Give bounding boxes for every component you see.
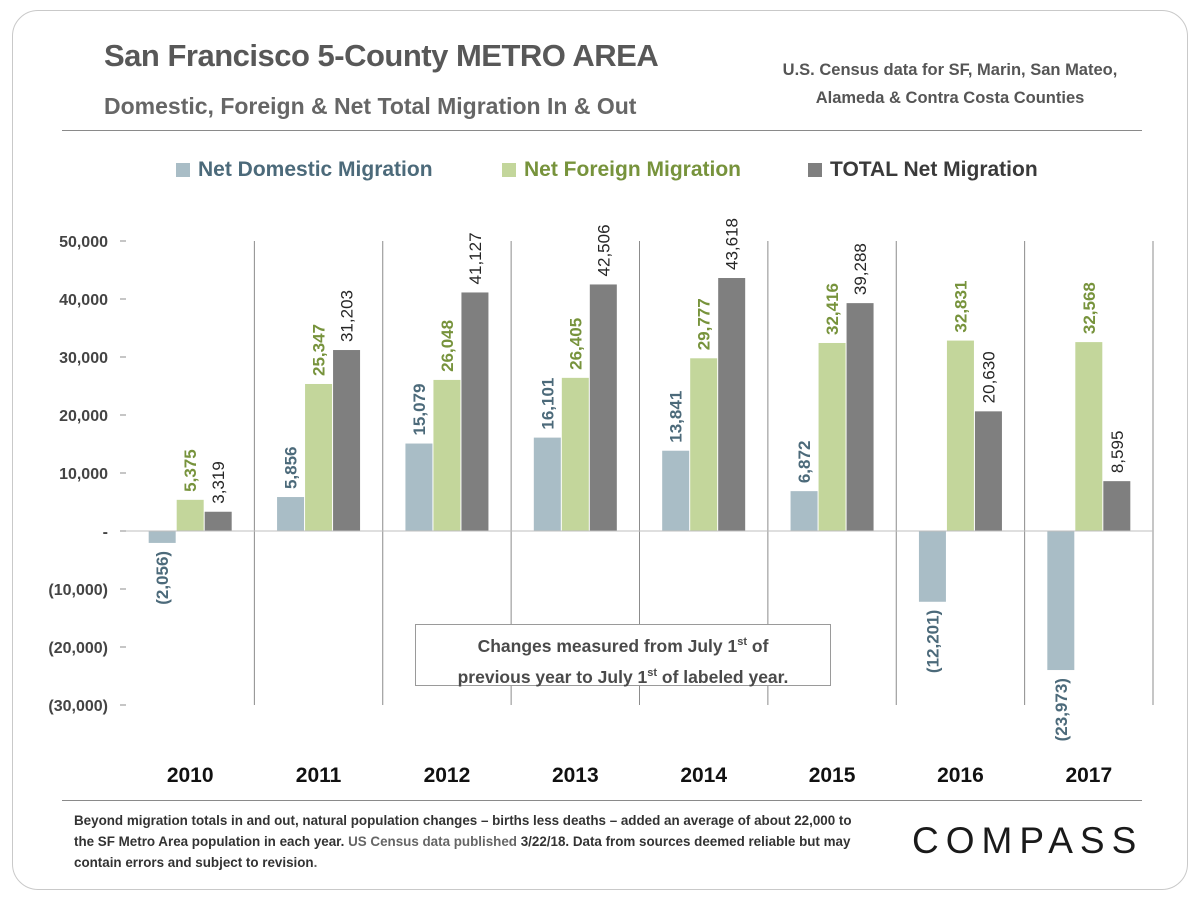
y-tick-label: 40,000 bbox=[59, 292, 108, 309]
data-label: 20,630 bbox=[979, 351, 998, 403]
x-tick-label: 2014 bbox=[680, 764, 727, 787]
legend-item-foreign: Net Foreign Migration bbox=[502, 158, 741, 182]
note-line-1: Changes measured from July 1st of bbox=[477, 635, 769, 656]
bar bbox=[974, 411, 1002, 531]
source-note: U.S. Census data for SF, Marin, San Mate… bbox=[740, 56, 1160, 112]
header-divider bbox=[62, 130, 1142, 131]
footer-text: Beyond migration totals in and out, natu… bbox=[74, 810, 864, 873]
x-tick-label: 2016 bbox=[937, 764, 984, 787]
bar bbox=[589, 284, 617, 531]
bar bbox=[946, 340, 974, 531]
bar bbox=[277, 497, 305, 531]
footer-light: US Census data published bbox=[344, 834, 517, 849]
data-label: 43,618 bbox=[723, 218, 742, 270]
data-label: 5,375 bbox=[181, 449, 200, 492]
bar bbox=[818, 342, 846, 531]
data-label: (23,973) bbox=[1052, 678, 1071, 741]
data-label: 16,101 bbox=[538, 378, 557, 430]
legend: Net Domestic Migration Net Foreign Migra… bbox=[0, 158, 1200, 188]
bar bbox=[561, 377, 589, 531]
x-tick-label: 2010 bbox=[167, 764, 214, 787]
data-label: 5,856 bbox=[282, 446, 301, 489]
data-label: 26,048 bbox=[438, 320, 457, 372]
y-tick-label: 30,000 bbox=[59, 350, 108, 367]
data-label: 3,319 bbox=[209, 461, 228, 504]
y-tick-label: 20,000 bbox=[59, 408, 108, 425]
legend-item-total: TOTAL Net Migration bbox=[808, 158, 1038, 182]
bar bbox=[333, 350, 361, 531]
y-tick-label: (30,000) bbox=[48, 698, 108, 715]
y-tick-label: (10,000) bbox=[48, 582, 108, 599]
data-label: 32,831 bbox=[951, 281, 970, 333]
data-label: 42,506 bbox=[594, 224, 613, 276]
chart-title: San Francisco 5-County METRO AREA bbox=[104, 38, 659, 73]
source-line-1: U.S. Census data for SF, Marin, San Mate… bbox=[782, 61, 1118, 79]
data-label: (12,201) bbox=[923, 610, 942, 673]
bar bbox=[176, 499, 204, 531]
legend-swatch-domestic bbox=[176, 163, 190, 177]
footer-light-2: . bbox=[313, 855, 318, 870]
footer-bold-2: 3/22/18. Data from sources deemed reliab… bbox=[74, 834, 851, 870]
data-label: 13,841 bbox=[667, 391, 686, 443]
data-label: 6,872 bbox=[795, 441, 814, 484]
data-label: 32,568 bbox=[1080, 282, 1099, 334]
bar bbox=[790, 491, 818, 531]
compass-logo: COMPASS bbox=[912, 820, 1144, 861]
bar bbox=[305, 383, 333, 531]
data-label: 26,405 bbox=[566, 318, 585, 370]
legend-item-domestic: Net Domestic Migration bbox=[176, 158, 433, 182]
y-tick-label: (20,000) bbox=[48, 640, 108, 657]
data-label: 15,079 bbox=[410, 384, 429, 436]
bar bbox=[718, 278, 746, 531]
footer-bold: Beyond migration totals in and out, natu… bbox=[74, 813, 852, 849]
data-label: 41,127 bbox=[466, 232, 485, 284]
data-label: 39,288 bbox=[851, 243, 870, 295]
bar bbox=[846, 303, 874, 531]
bar bbox=[148, 531, 176, 543]
bar bbox=[533, 437, 561, 531]
bar bbox=[461, 292, 489, 531]
legend-swatch-total bbox=[808, 163, 822, 177]
y-tick-label: - bbox=[103, 524, 108, 541]
footer-divider bbox=[62, 800, 1142, 801]
y-tick-label: 10,000 bbox=[59, 466, 108, 483]
legend-label-total: TOTAL Net Migration bbox=[830, 158, 1038, 181]
x-tick-label: 2012 bbox=[424, 764, 471, 787]
source-line-2: Alameda & Contra Costa Counties bbox=[815, 89, 1085, 107]
x-tick-label: 2013 bbox=[552, 764, 599, 787]
bar bbox=[1075, 342, 1103, 531]
legend-label-foreign: Net Foreign Migration bbox=[524, 158, 741, 181]
y-tick-label: 50,000 bbox=[59, 234, 108, 251]
bar bbox=[662, 450, 690, 531]
legend-label-domestic: Net Domestic Migration bbox=[198, 158, 433, 181]
bar bbox=[918, 531, 946, 602]
data-label: 31,203 bbox=[338, 290, 357, 342]
data-label: 32,416 bbox=[823, 283, 842, 335]
data-label: 8,595 bbox=[1108, 431, 1127, 474]
bar bbox=[405, 443, 433, 531]
measurement-note: Changes measured from July 1st of previo… bbox=[415, 624, 831, 687]
note-line-2: previous year to July 1st of labeled yea… bbox=[457, 666, 789, 687]
x-tick-label: 2011 bbox=[296, 764, 342, 787]
bar bbox=[1103, 481, 1131, 531]
chart-subtitle: Domestic, Foreign & Net Total Migration … bbox=[104, 93, 637, 119]
data-label: 29,777 bbox=[695, 298, 714, 350]
data-label: (2,056) bbox=[153, 551, 172, 605]
x-tick-label: 2015 bbox=[809, 764, 856, 787]
bar bbox=[433, 379, 461, 531]
x-tick-label: 2017 bbox=[1065, 764, 1112, 787]
bar bbox=[1047, 531, 1075, 671]
data-label: 25,347 bbox=[310, 324, 329, 376]
legend-swatch-foreign bbox=[502, 163, 516, 177]
bar bbox=[204, 511, 232, 531]
bar bbox=[690, 358, 718, 531]
